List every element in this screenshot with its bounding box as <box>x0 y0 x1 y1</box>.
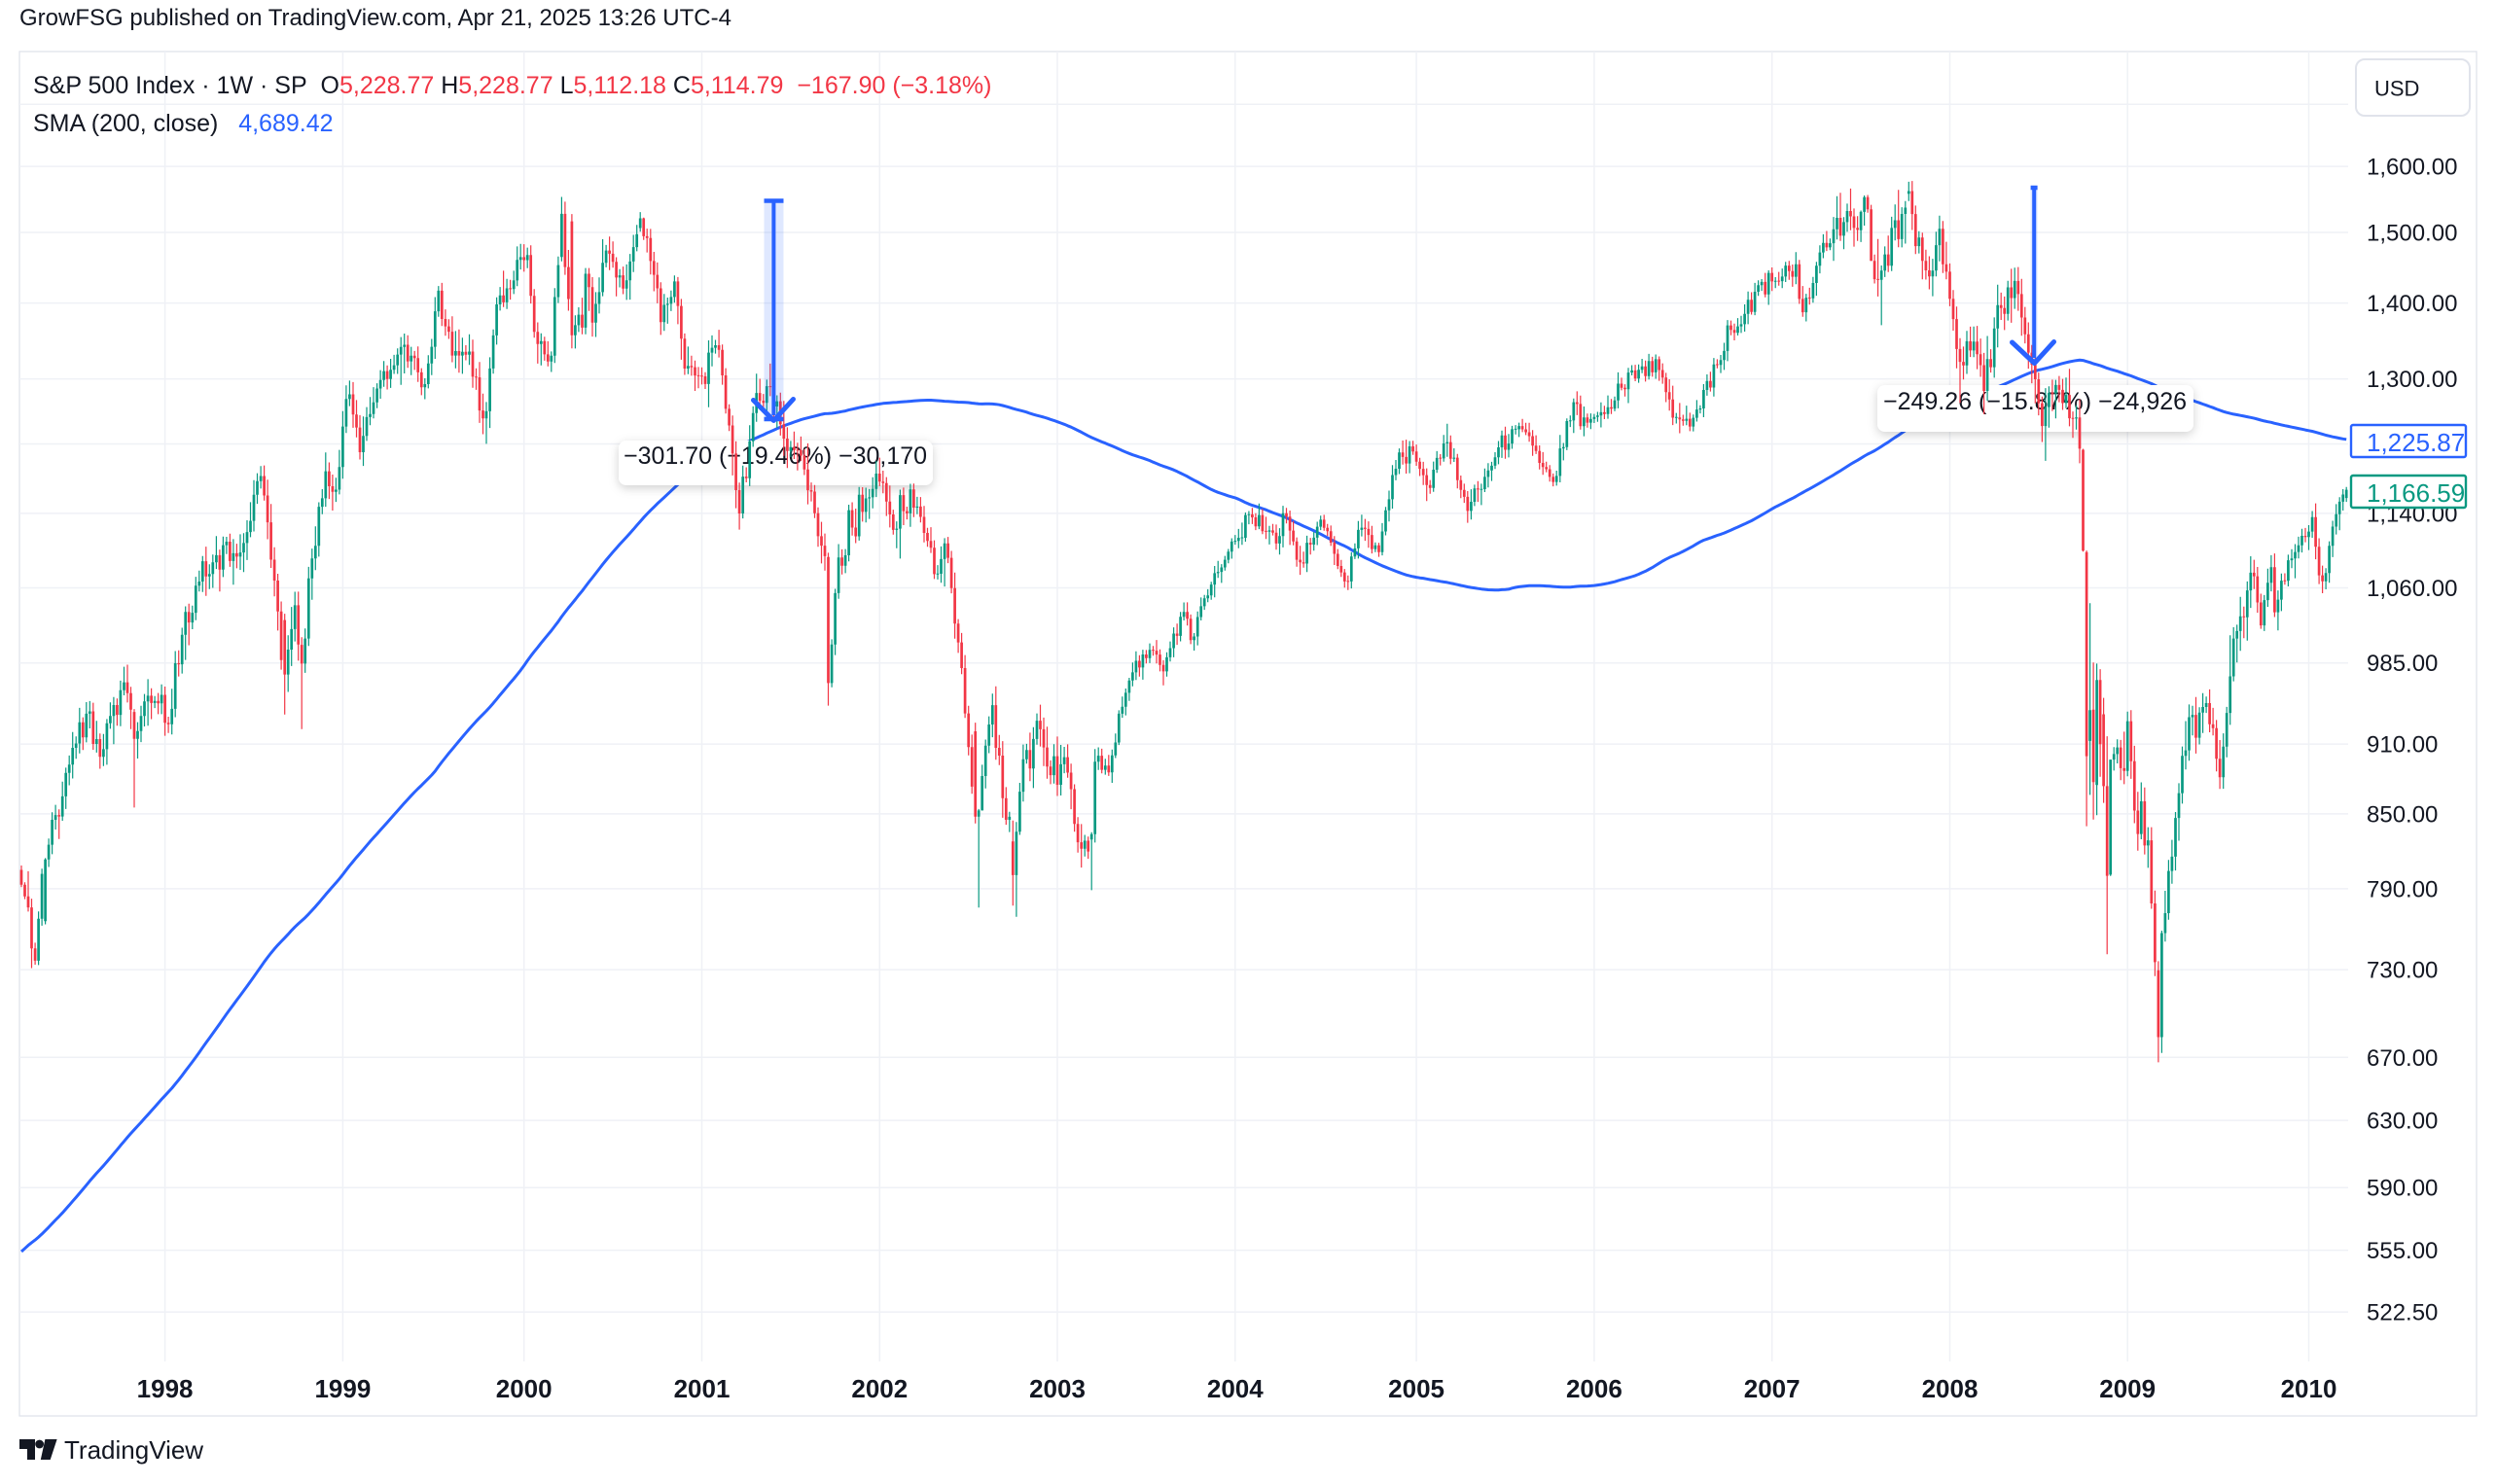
svg-text:2004: 2004 <box>1207 1374 1264 1403</box>
svg-text:850.00: 850.00 <box>2367 801 2438 828</box>
svg-text:2003: 2003 <box>1029 1374 1086 1403</box>
svg-text:555.00: 555.00 <box>2367 1238 2438 1264</box>
svg-text:1,060.00: 1,060.00 <box>2367 576 2457 602</box>
svg-text:1,600.00: 1,600.00 <box>2367 155 2457 181</box>
svg-text:522.50: 522.50 <box>2367 1300 2438 1326</box>
svg-text:SMA (200, close) 4,689.42: SMA (200, close) 4,689.42 <box>33 110 334 137</box>
svg-text:670.00: 670.00 <box>2367 1045 2438 1072</box>
svg-text:−301.70 (−19.46%) −30,170: −301.70 (−19.46%) −30,170 <box>624 442 927 470</box>
svg-text:910.00: 910.00 <box>2367 732 2438 759</box>
svg-text:985.00: 985.00 <box>2367 651 2438 677</box>
svg-text:1998: 1998 <box>137 1374 194 1403</box>
svg-text:TradingView: TradingView <box>64 1435 203 1465</box>
svg-text:2009: 2009 <box>2099 1374 2156 1403</box>
svg-text:1,225.87: 1,225.87 <box>2367 428 2465 457</box>
svg-text:590.00: 590.00 <box>2367 1176 2438 1202</box>
svg-text:790.00: 790.00 <box>2367 876 2438 902</box>
svg-text:2007: 2007 <box>1744 1374 1801 1403</box>
svg-text:1,300.00: 1,300.00 <box>2367 367 2457 393</box>
svg-text:1,500.00: 1,500.00 <box>2367 221 2457 247</box>
svg-text:2000: 2000 <box>496 1374 553 1403</box>
svg-text:2008: 2008 <box>1922 1374 1979 1403</box>
svg-text:1,166.59: 1,166.59 <box>2367 478 2465 508</box>
svg-text:2010: 2010 <box>2281 1374 2337 1403</box>
svg-text:S&P 500 Index · 1W · SP O5,22: S&P 500 Index · 1W · SP O5,228.77 H5,228… <box>33 72 991 99</box>
svg-text:730.00: 730.00 <box>2367 958 2438 984</box>
svg-text:2001: 2001 <box>674 1374 731 1403</box>
svg-text:2006: 2006 <box>1566 1374 1622 1403</box>
svg-text:2005: 2005 <box>1388 1374 1444 1403</box>
svg-text:GrowFSG published on TradingVi: GrowFSG published on TradingView.com, Ap… <box>19 5 731 31</box>
svg-text:2002: 2002 <box>851 1374 908 1403</box>
svg-text:1999: 1999 <box>314 1374 371 1403</box>
svg-text:630.00: 630.00 <box>2367 1109 2438 1135</box>
svg-text:USD: USD <box>2374 77 2419 101</box>
svg-text:1,400.00: 1,400.00 <box>2367 291 2457 317</box>
